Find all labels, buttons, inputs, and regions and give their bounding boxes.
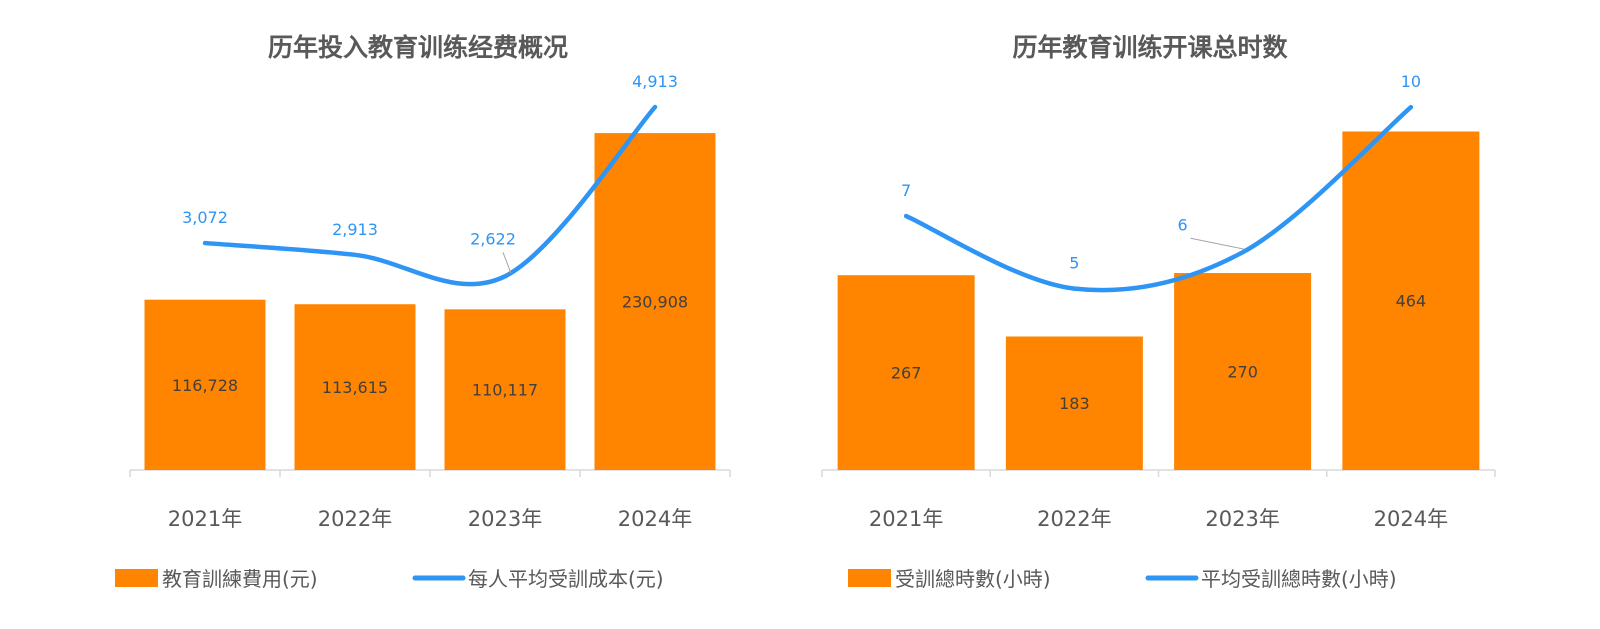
legend-line-label: 每人平均受訓成本(元) — [468, 567, 664, 591]
chart-2: 历年教育训练开课总时数 267 2021年 183 2022年 270 2023年 464 20… — [821, 33, 1496, 591]
bar — [1174, 273, 1312, 470]
line-data-label: 7 — [901, 181, 911, 200]
legend-line-label: 平均受訓總時數(小時) — [1201, 567, 1397, 591]
line-data-label: 3,072 — [182, 208, 228, 227]
chart-title: 历年教育训练开课总时数 — [1012, 33, 1288, 62]
bar-data-label: 113,615 — [322, 378, 388, 397]
leader-line — [1190, 237, 1245, 250]
line-data-label: 5 — [1069, 254, 1079, 273]
bar-data-label: 183 — [1059, 394, 1090, 413]
x-tick-label: 2024年 — [618, 507, 692, 531]
x-tick-label: 2024年 — [1374, 507, 1448, 531]
bar-data-label: 116,728 — [172, 376, 238, 395]
leader-line — [502, 252, 512, 274]
legend-bar-label: 教育訓練費用(元) — [162, 567, 318, 591]
chart-1: 历年投入教育训练经费概况 116,728 2021年 113,615 2022年 110,… — [115, 33, 731, 591]
x-tick-label: 2021年 — [869, 507, 943, 531]
bar — [294, 304, 416, 470]
line-data-label: 6 — [1178, 215, 1188, 234]
legend-bar-swatch — [848, 569, 891, 587]
chart-title: 历年投入教育训练经费概况 — [268, 33, 568, 62]
legend-bar-label: 受訓總時數(小時) — [895, 567, 1051, 591]
bar — [837, 275, 975, 470]
bar-data-label: 464 — [1396, 292, 1427, 311]
bar — [594, 133, 716, 471]
bar — [1342, 131, 1480, 470]
bar-data-label: 270 — [1227, 363, 1258, 382]
bar-data-label: 230,908 — [622, 293, 688, 312]
bar — [444, 309, 566, 470]
x-tick-label: 2021年 — [168, 507, 242, 531]
bar-data-label: 267 — [891, 364, 922, 383]
bar-data-label: 110,117 — [472, 381, 538, 400]
line-data-label: 2,622 — [470, 229, 516, 248]
line-series — [202, 104, 658, 287]
x-tick-label: 2022年 — [318, 507, 392, 531]
line-data-label: 2,913 — [332, 220, 378, 239]
x-tick-label: 2023年 — [468, 507, 542, 531]
bar — [144, 299, 266, 470]
x-tick-label: 2022年 — [1037, 507, 1111, 531]
bar — [1005, 336, 1143, 470]
line-series — [903, 104, 1414, 293]
line-data-label: 4,913 — [632, 72, 678, 91]
line-data-label: 10 — [1401, 72, 1421, 91]
legend-bar-swatch — [115, 569, 158, 587]
x-tick-label: 2023年 — [1205, 507, 1279, 531]
